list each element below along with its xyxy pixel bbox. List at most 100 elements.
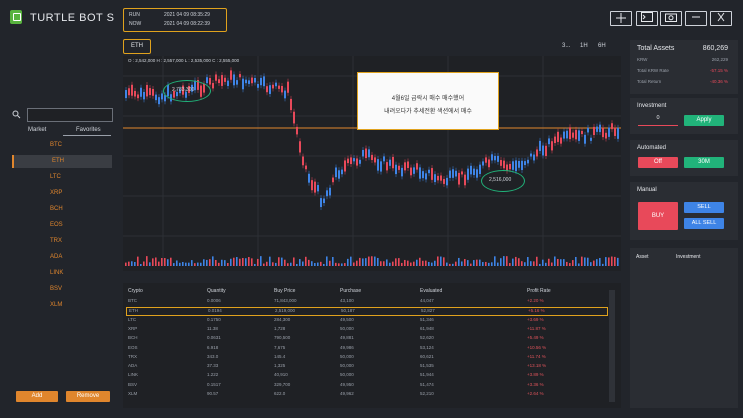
table-cell: 52,827 xyxy=(421,308,435,314)
timeframe-6h[interactable]: 6H xyxy=(598,43,606,49)
table-cell: 37.33 xyxy=(207,363,219,369)
table-cell: 622.0 xyxy=(274,391,286,396)
add-button[interactable]: Add xyxy=(16,391,58,402)
table-cell: 6.918 xyxy=(207,344,219,350)
buy-button[interactable]: BUY xyxy=(638,202,678,230)
table-row[interactable]: ADA 37.33 1,325 50,000 51,535 +13.18 % xyxy=(126,363,606,371)
chart-symbol[interactable]: ETH xyxy=(123,39,151,54)
table-cell: LINK xyxy=(128,372,139,378)
table-row[interactable]: TRX 343.0 145.4 50,000 60,621 +11.74 % xyxy=(126,354,606,362)
sell-button[interactable]: SELL xyxy=(684,202,724,213)
automated-panel: Automated Off 30M xyxy=(630,140,738,176)
table-row[interactable]: EOS 6.918 7,675 49,986 53,124 +10.56 % xyxy=(126,345,606,353)
table-cell: EOS xyxy=(128,344,138,350)
table-cell: 0.0006 xyxy=(207,298,221,303)
coin-list-item[interactable]: BTC xyxy=(50,142,62,148)
total-krw-rate-value: -57.15 % xyxy=(709,68,728,73)
coin-list-item[interactable]: ADA xyxy=(50,254,63,260)
annotation-line-1: 4월6일 급락시 매수 매수했어 xyxy=(391,96,465,102)
crosshair-icon[interactable] xyxy=(610,11,632,26)
table-row[interactable]: BTC 0.0006 71,843,000 43,100 44,047 +2.20 % xyxy=(126,298,606,306)
coin-list-item[interactable]: BCH xyxy=(50,206,63,212)
table-cell: +5.16 % xyxy=(528,308,545,314)
table-cell: 60,621 xyxy=(420,353,434,359)
table-cell: BCH xyxy=(128,335,138,341)
table-row[interactable]: XLM 90.57 622.0 49,962 52,210 +2.64 % xyxy=(126,391,606,399)
total-krw-rate-label: Total KRW Rate xyxy=(637,68,669,73)
table-cell: 49,986 xyxy=(340,344,354,350)
coin-list-item[interactable]: TRX xyxy=(50,238,62,244)
total-assets-label: Total Assets xyxy=(637,45,675,52)
table-cell: 51,346 xyxy=(420,316,434,322)
table-row[interactable]: BSV 0.1517 329,700 49,950 51,474 +3.36 % xyxy=(126,382,606,390)
table-header-cell: Crypto xyxy=(128,288,143,294)
table-cell: XLM xyxy=(128,391,138,396)
table-cell: 50,000 xyxy=(340,325,354,331)
table-cell: +5.49 % xyxy=(527,335,544,341)
remove-button[interactable]: Remove xyxy=(66,391,110,402)
table-cell: +2.20 % xyxy=(527,298,544,303)
table-cell: 1.222 xyxy=(207,372,219,378)
camera-icon[interactable] xyxy=(660,11,682,26)
coin-list-item[interactable]: XLM xyxy=(50,302,63,308)
table-cell: 790,500 xyxy=(274,335,291,341)
table-cell: +11.87 % xyxy=(527,325,546,331)
table-cell: 49,881 xyxy=(340,335,354,341)
table-cell: LTC xyxy=(128,316,137,322)
table-cell: 51,944 xyxy=(420,372,434,378)
table-cell: TRX xyxy=(128,353,137,359)
minimize-icon[interactable] xyxy=(685,11,707,26)
table-cell: 0.0194 xyxy=(208,308,222,314)
close-icon[interactable] xyxy=(710,11,732,26)
table-cell: 284,300 xyxy=(274,316,291,322)
table-row[interactable]: LINK 1.222 40,910 50,000 51,944 +3.89 % xyxy=(126,372,606,380)
coin-list-item[interactable]: XRP xyxy=(50,190,63,196)
table-cell: 44,047 xyxy=(420,298,434,303)
app-logo-icon xyxy=(10,10,22,24)
total-assets-panel: Total Assets 860,269 KRW 262,229 Total K… xyxy=(630,40,738,94)
table-cell: 0.1750 xyxy=(207,316,221,322)
coin-list-item[interactable]: EOS xyxy=(50,222,63,228)
table-cell: 53,124 xyxy=(420,344,434,350)
table-cell: 50,000 xyxy=(340,372,354,378)
table-cell: 51,474 xyxy=(420,381,434,387)
off-button[interactable]: Off xyxy=(638,157,678,168)
coin-list-item[interactable]: LINK xyxy=(50,270,64,276)
table-cell: BTC xyxy=(128,298,137,303)
on-30m-button[interactable]: 30M xyxy=(684,157,724,168)
table-cell: 61,948 xyxy=(420,325,434,331)
manual-label: Manual xyxy=(637,187,657,193)
table-row[interactable]: BCH 0.0631 790,500 49,881 52,620 +5.49 % xyxy=(126,335,606,343)
coin-list-item[interactable]: BSV xyxy=(50,286,63,292)
coin-search-input[interactable] xyxy=(27,108,113,122)
table-scrollbar[interactable] xyxy=(609,290,615,402)
tab-market[interactable]: Market xyxy=(28,127,47,133)
low-marker-circle xyxy=(481,170,525,192)
table-cell: 329,700 xyxy=(274,381,291,387)
low-marker-label: 2,516,000 xyxy=(489,177,512,183)
manual-panel: Manual BUY SELL ALL SELL xyxy=(630,182,738,240)
investment-input[interactable]: 0 xyxy=(638,115,678,126)
search-icon xyxy=(12,110,21,119)
coin-list-item[interactable]: LTC xyxy=(50,174,61,180)
holdings-table xyxy=(123,283,621,408)
table-row[interactable]: LTC 0.1750 284,300 49,500 51,346 +3.69 % xyxy=(126,317,606,325)
table-cell: 145.4 xyxy=(274,353,286,359)
table-row[interactable]: ETH 0.0194 2,519,000 50,187 52,827 +5.16 % xyxy=(126,307,608,317)
investment-label: Investment xyxy=(637,103,667,109)
all-sell-button[interactable]: ALL SELL xyxy=(684,218,724,229)
apply-button[interactable]: Apply xyxy=(684,115,724,126)
high-marker-circle xyxy=(163,80,211,102)
tab-favorites[interactable]: Favorites xyxy=(76,127,101,133)
now-value: 2021 04 09 08:22:39 xyxy=(164,21,210,27)
krw-value: 262,229 xyxy=(711,57,728,62)
timeframe-1h[interactable]: 1H xyxy=(580,43,588,49)
table-cell: ETH xyxy=(129,308,138,314)
table-cell: +11.74 % xyxy=(527,353,546,359)
timeframe-3[interactable]: 3... xyxy=(562,43,571,49)
table-cell: 0.0631 xyxy=(207,335,221,341)
table-row[interactable]: XRP 11.38 1,728 50,000 61,948 +11.87 % xyxy=(126,326,606,334)
coin-list-item[interactable]: ETH xyxy=(12,155,112,168)
table-cell: +2.64 % xyxy=(527,391,544,396)
terminal-icon[interactable] xyxy=(636,11,658,26)
